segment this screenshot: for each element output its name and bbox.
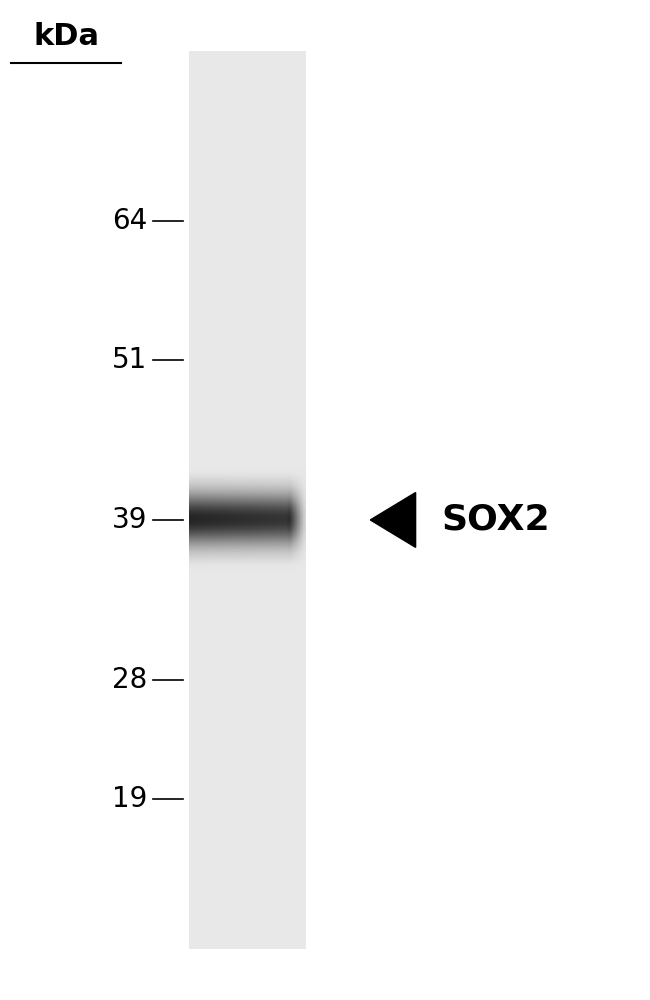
Text: SOX2: SOX2 — [441, 503, 550, 537]
Bar — [189, 51, 306, 949]
Text: 39: 39 — [112, 506, 147, 534]
Text: 28: 28 — [112, 666, 147, 694]
Text: 64: 64 — [112, 207, 147, 235]
Text: kDa: kDa — [33, 22, 99, 51]
Text: 51: 51 — [112, 346, 147, 374]
Text: 19: 19 — [112, 785, 147, 813]
Polygon shape — [370, 493, 415, 547]
